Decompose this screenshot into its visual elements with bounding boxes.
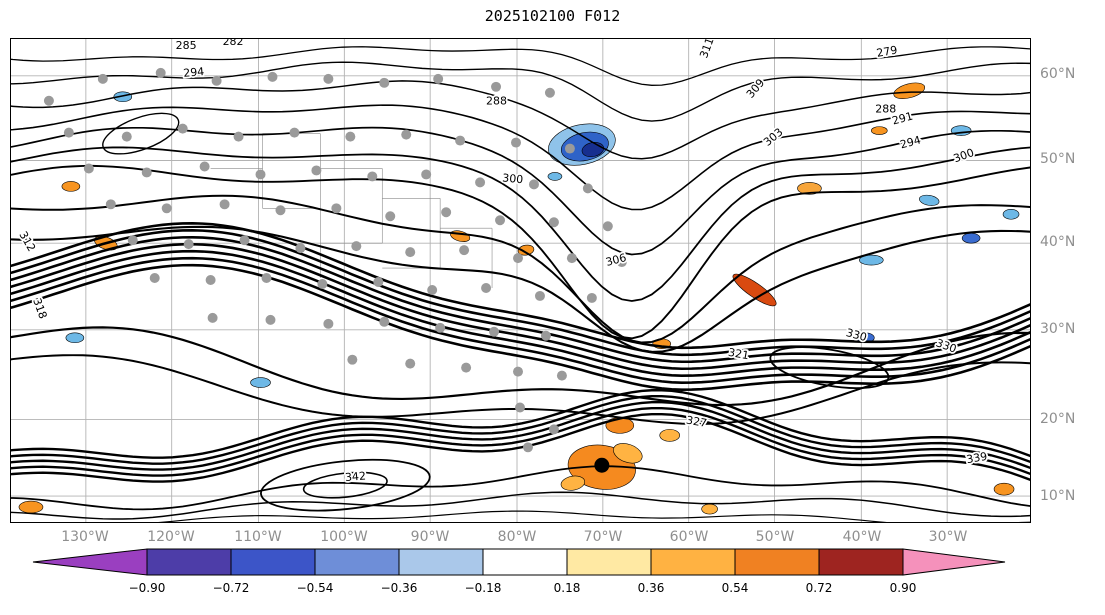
svg-text:294: 294	[183, 65, 205, 80]
map-canvas: 2852822942883003033063093112792882912943…	[11, 39, 1030, 522]
svg-text:312: 312	[16, 229, 38, 254]
colorbar-tick-label: −0.90	[112, 581, 182, 595]
colorbar-tick-label: 0.54	[700, 581, 770, 595]
x-tick-label-120w: 120°W	[131, 529, 211, 545]
colorbar-tick-label: −0.72	[196, 581, 266, 595]
y-tick-label-20n: 20°N	[1040, 411, 1104, 427]
map-plot-area: 2852822942883003033063093112792882912943…	[10, 38, 1031, 523]
svg-text:282: 282	[223, 39, 244, 48]
weather-map-figure: 2025102100 F012 285282294288300303306309…	[0, 0, 1105, 615]
svg-text:279: 279	[876, 43, 899, 59]
colorbar-tick-label: 0.36	[616, 581, 686, 595]
x-tick-label-70w: 70°W	[563, 529, 643, 545]
x-tick-label-50w: 50°W	[735, 529, 815, 545]
colorbar-tick-label: −0.54	[280, 581, 350, 595]
svg-text:285: 285	[176, 39, 197, 52]
x-tick-label-100w: 100°W	[304, 529, 384, 545]
svg-text:342: 342	[344, 469, 366, 484]
y-tick-label-10n: 10°N	[1040, 488, 1104, 504]
y-tick-label-40n: 40°N	[1040, 234, 1104, 250]
x-tick-label-110w: 110°W	[218, 529, 298, 545]
colorbar-tick-label: 0.72	[784, 581, 854, 595]
x-tick-label-130w: 130°W	[45, 529, 125, 545]
x-tick-label-90w: 90°W	[390, 529, 470, 545]
colorbar	[0, 545, 1105, 581]
y-tick-label-30n: 30°N	[1040, 321, 1104, 337]
x-tick-label-80w: 80°W	[477, 529, 557, 545]
svg-text:303: 303	[761, 125, 785, 148]
x-tick-label-40w: 40°W	[822, 529, 902, 545]
y-tick-label-50n: 50°N	[1040, 151, 1104, 167]
x-tick-label-60w: 60°W	[649, 529, 729, 545]
svg-text:318: 318	[30, 297, 49, 321]
svg-text:300: 300	[502, 171, 524, 186]
colorbar-tick-label: −0.18	[448, 581, 518, 595]
y-tick-label-60n: 60°N	[1040, 66, 1104, 82]
svg-text:311: 311	[697, 39, 716, 60]
colorbar-tick-label: 0.90	[868, 581, 938, 595]
svg-text:300: 300	[952, 146, 976, 165]
svg-text:294: 294	[899, 133, 923, 151]
colorbar-tick-label: −0.36	[364, 581, 434, 595]
svg-text:288: 288	[486, 95, 507, 108]
x-tick-label-30w: 30°W	[908, 529, 988, 545]
colorbar-tick-label: 0.18	[532, 581, 602, 595]
plot-title: 2025102100 F012	[0, 7, 1105, 25]
svg-text:339: 339	[965, 450, 988, 466]
